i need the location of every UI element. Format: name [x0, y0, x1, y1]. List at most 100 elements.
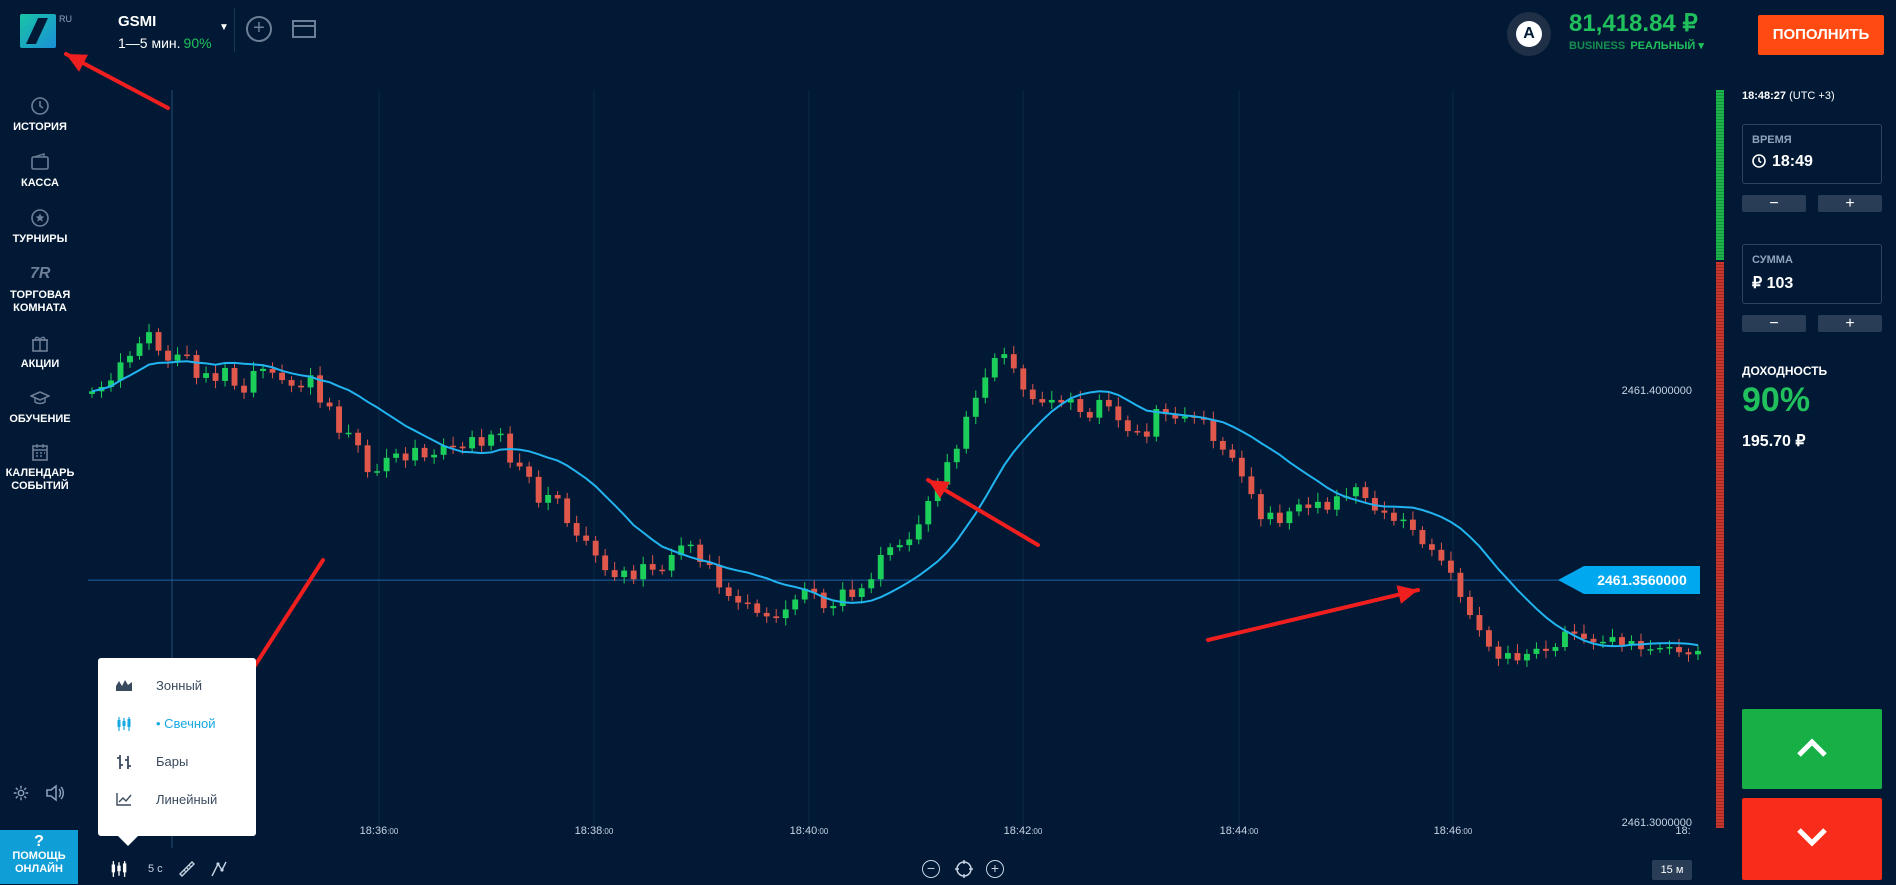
- zoom-out-button[interactable]: −: [922, 860, 940, 878]
- candle-body: [1600, 641, 1606, 644]
- candle-body: [1305, 504, 1312, 508]
- account-type-selector[interactable]: BUSINESS РЕАЛЬНЫЙ ▾: [1569, 39, 1704, 52]
- x-tick-seconds: :00: [1461, 827, 1473, 836]
- candle-body: [972, 397, 979, 417]
- server-time-value: 18:48:27: [1742, 90, 1787, 102]
- candle-body: [668, 555, 675, 571]
- sidebar-item-history[interactable]: ИСТОРИЯ: [0, 96, 80, 134]
- candle-body: [1409, 519, 1416, 530]
- candle-body: [412, 447, 419, 461]
- expiry-time-field[interactable]: ВРЕМЯ 18:49: [1742, 124, 1882, 184]
- candle-body: [1143, 431, 1150, 437]
- amount-field[interactable]: СУММА ₽ 103: [1742, 244, 1882, 304]
- gear-icon[interactable]: [12, 784, 30, 807]
- candle-body: [877, 555, 884, 580]
- chart-type-label: Бары: [156, 754, 189, 769]
- asset-dropdown-caret-icon[interactable]: ▼: [219, 22, 229, 33]
- candle-body: [516, 462, 523, 467]
- asset-payout: 90%: [183, 35, 212, 51]
- candle-body: [583, 535, 590, 541]
- help-online-button[interactable]: ? ПОМОЩЬ ОНЛАЙН: [0, 830, 78, 884]
- chart-type-line[interactable]: Линейный: [98, 784, 256, 814]
- sidebar-item-label: ИСТОРИЯ: [13, 121, 67, 133]
- candle-body: [165, 350, 171, 361]
- sidebar-item-cashier[interactable]: КАССА: [0, 152, 80, 190]
- avatar[interactable]: A: [1507, 12, 1551, 56]
- speaker-icon[interactable]: [45, 784, 65, 807]
- candle-body: [1162, 409, 1169, 415]
- candle-body: [1495, 646, 1502, 659]
- candle-body: [963, 416, 970, 449]
- amount-increase-button[interactable]: +: [1818, 315, 1882, 332]
- question-icon: ?: [34, 833, 44, 850]
- candle-body: [1219, 440, 1226, 450]
- chart-type-bars[interactable]: Бары: [98, 746, 256, 776]
- deposit-button[interactable]: ПОПОЛНИТЬ: [1758, 15, 1884, 55]
- candle-body: [934, 484, 941, 502]
- amount-decrease-button[interactable]: −: [1742, 315, 1806, 332]
- clock-icon: [30, 96, 50, 116]
- chart-layout-button[interactable]: [292, 20, 316, 38]
- candle-body: [1343, 496, 1350, 498]
- chart-type-candles[interactable]: • Свечной: [98, 708, 256, 738]
- candle-body: [820, 592, 827, 609]
- asset-details: 1—5 мин. 90%: [118, 35, 212, 51]
- candle-body: [1533, 648, 1540, 654]
- time-decrease-button[interactable]: −: [1742, 195, 1806, 212]
- annotation-arrow: [1206, 588, 1420, 642]
- amount-value[interactable]: ₽ 103: [1752, 275, 1794, 292]
- chart-type-button[interactable]: [110, 860, 128, 881]
- candle-body: [1001, 354, 1008, 359]
- add-asset-button[interactable]: +: [246, 16, 272, 42]
- time-increase-button[interactable]: +: [1818, 195, 1882, 212]
- wallet-icon: [30, 152, 50, 172]
- asset-name[interactable]: GSMI: [118, 13, 157, 30]
- put-down-button[interactable]: [1742, 798, 1882, 880]
- candle-body: [1447, 560, 1454, 573]
- sidebar-item-tournaments[interactable]: ТУРНИРЫ: [0, 208, 80, 246]
- candle-body: [1077, 399, 1084, 413]
- graduation-cap-icon: [29, 388, 51, 408]
- sidebar-item-trading-room[interactable]: 7R ТОРГОВАЯ КОМНАТА: [0, 264, 80, 315]
- candle-body: [1390, 512, 1397, 521]
- candle-body: [469, 437, 476, 449]
- zoom-fit-icon[interactable]: [954, 859, 974, 882]
- brand-logo[interactable]: [20, 14, 56, 48]
- candle-body: [1609, 637, 1616, 642]
- candle-body: [203, 373, 209, 378]
- candle-body: [231, 367, 238, 386]
- chart-type-area[interactable]: Зонный: [98, 670, 256, 700]
- candle-body: [1229, 449, 1236, 458]
- x-tick-hour-minute: 18:: [1675, 825, 1690, 837]
- candle-body: [725, 587, 732, 597]
- candle-body: [535, 476, 542, 503]
- sidebar-item-promotions[interactable]: АКЦИИ: [0, 333, 80, 371]
- drawing-tools-icon[interactable]: [210, 860, 228, 881]
- zoom-in-button[interactable]: +: [986, 860, 1004, 878]
- candle-body: [1029, 389, 1036, 400]
- candle-body: [925, 501, 932, 525]
- candle-body: [868, 579, 875, 589]
- sidebar-item-calendar[interactable]: КАЛЕНДАРЬ СОБЫТИЙ: [0, 442, 80, 493]
- area-chart-icon: [116, 678, 132, 692]
- timeframe-button[interactable]: 5 с: [148, 863, 163, 875]
- x-axis-tick: 18:42:00: [1004, 825, 1043, 837]
- candle-body: [374, 471, 381, 473]
- candle-body: [706, 561, 713, 565]
- candle-body: [1067, 399, 1074, 403]
- server-time: 18:48:27 (UTC +3): [1742, 90, 1835, 102]
- candle-body: [1096, 399, 1103, 418]
- candle-body: [1276, 512, 1283, 524]
- x-tick-hour-minute: 18:36: [360, 825, 388, 837]
- candle-body: [421, 447, 428, 458]
- candle-body: [222, 367, 228, 381]
- expiry-time-value: 18:49: [1772, 153, 1813, 170]
- ruler-icon[interactable]: [178, 860, 196, 881]
- zoom-period-badge[interactable]: 15 м: [1652, 860, 1692, 880]
- account-balance[interactable]: 81,418.84 ₽: [1569, 10, 1698, 37]
- call-up-button[interactable]: [1742, 709, 1882, 789]
- sidebar-item-education[interactable]: ОБУЧЕНИЕ: [0, 388, 80, 426]
- candles-icon: [116, 716, 132, 731]
